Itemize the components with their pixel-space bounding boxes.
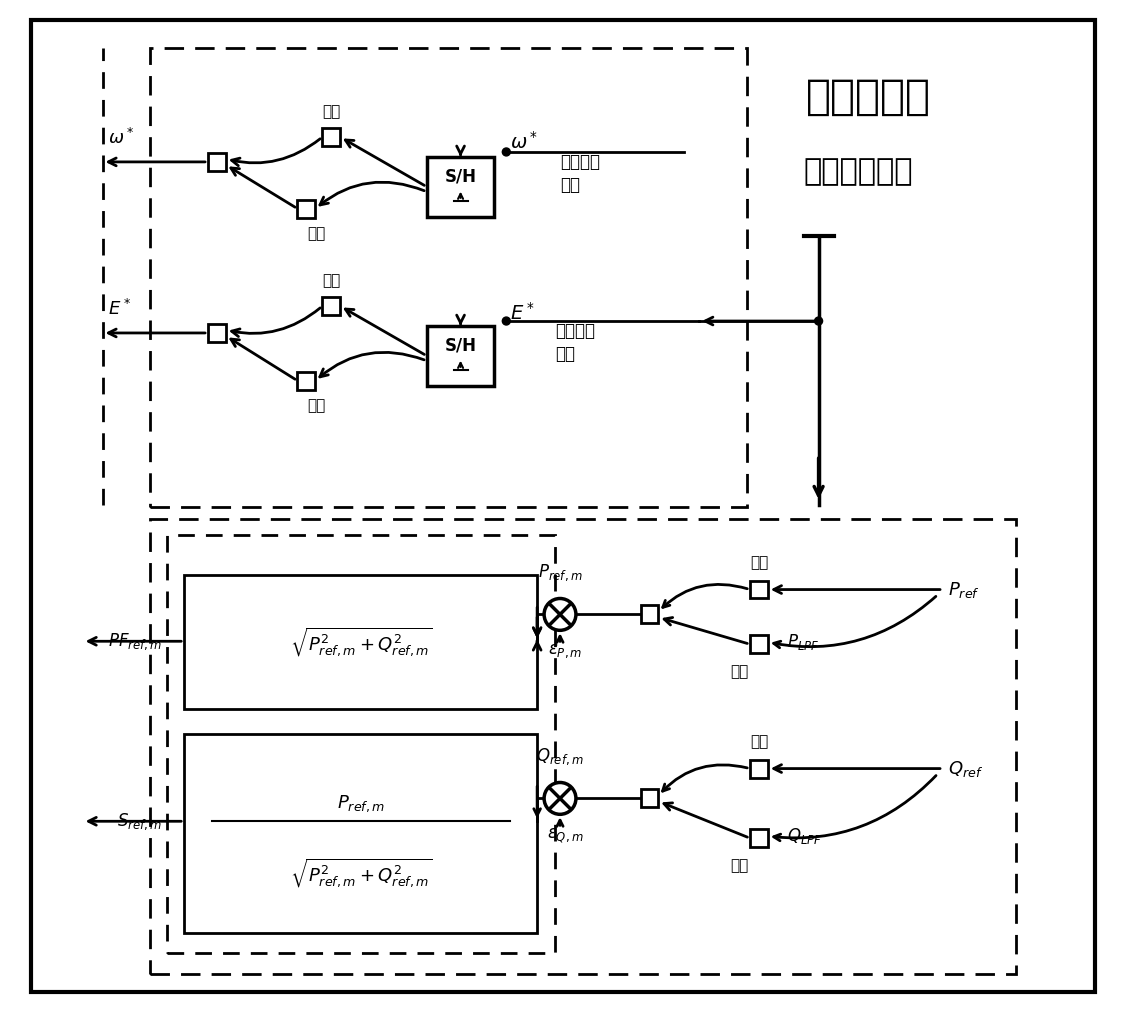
Bar xyxy=(641,790,659,807)
Text: $\sqrt{P^2_{ref,m}+Q^2_{ref,m}}$: $\sqrt{P^2_{ref,m}+Q^2_{ref,m}}$ xyxy=(289,625,432,658)
Circle shape xyxy=(502,317,510,325)
Text: $S_{ref,m}$: $S_{ref,m}$ xyxy=(117,811,162,831)
Text: $P_{LPF}$: $P_{LPF}$ xyxy=(787,632,819,653)
Bar xyxy=(208,324,226,342)
Text: S/H: S/H xyxy=(445,167,476,186)
Bar xyxy=(150,48,747,508)
Bar xyxy=(750,581,768,599)
Text: $\sqrt{P^2_{ref,m}+Q^2_{ref,m}}$: $\sqrt{P^2_{ref,m}+Q^2_{ref,m}}$ xyxy=(289,857,432,889)
Text: 中央控制器: 中央控制器 xyxy=(806,76,931,119)
Text: $\omega^*$: $\omega^*$ xyxy=(510,131,538,153)
Text: 并网: 并网 xyxy=(750,554,768,569)
Text: $Q_{LPF}$: $Q_{LPF}$ xyxy=(787,826,822,847)
Text: $P_{ref}$: $P_{ref}$ xyxy=(948,580,980,600)
Circle shape xyxy=(544,599,575,630)
Bar xyxy=(427,326,494,386)
Bar xyxy=(750,759,768,777)
Bar xyxy=(150,519,1016,974)
Text: $E^*$: $E^*$ xyxy=(510,302,535,324)
Bar xyxy=(184,574,537,708)
Text: 并网: 并网 xyxy=(322,273,340,288)
Bar xyxy=(641,606,659,623)
Bar xyxy=(322,297,340,315)
Text: 孤岛操作命令: 孤岛操作命令 xyxy=(804,157,913,187)
Bar xyxy=(750,829,768,848)
Circle shape xyxy=(814,317,823,325)
Circle shape xyxy=(544,783,575,814)
Text: $\varepsilon_{P,m}$: $\varepsilon_{P,m}$ xyxy=(547,642,582,661)
Text: 离网: 离网 xyxy=(307,226,325,242)
Text: 离网: 离网 xyxy=(307,399,325,413)
Text: 来自下垂: 来自下垂 xyxy=(555,322,595,340)
Text: $PF_{ref,m}$: $PF_{ref,m}$ xyxy=(108,631,162,652)
Text: 离网: 离网 xyxy=(730,664,748,679)
Bar xyxy=(322,128,340,146)
Text: S/H: S/H xyxy=(445,337,476,355)
Bar xyxy=(167,535,555,952)
Bar xyxy=(297,371,315,390)
Bar xyxy=(184,734,537,933)
Text: 控制: 控制 xyxy=(555,345,575,362)
Bar xyxy=(208,153,226,171)
Bar xyxy=(297,200,315,217)
Text: 并网: 并网 xyxy=(322,105,340,119)
Text: $\varepsilon_{Q,m}$: $\varepsilon_{Q,m}$ xyxy=(546,826,583,844)
Text: $P_{ref,m}$: $P_{ref,m}$ xyxy=(337,793,385,814)
Text: 控制: 控制 xyxy=(560,176,580,194)
Text: $\omega^*$: $\omega^*$ xyxy=(107,128,134,148)
Bar xyxy=(427,157,494,216)
Circle shape xyxy=(502,148,510,156)
Text: $E^*$: $E^*$ xyxy=(107,299,131,319)
Text: $Q_{ref}$: $Q_{ref}$ xyxy=(948,758,983,779)
Text: 离网: 离网 xyxy=(730,858,748,873)
Text: 并网: 并网 xyxy=(750,734,768,749)
Text: 来自下垂: 来自下垂 xyxy=(560,153,600,171)
Bar xyxy=(750,635,768,654)
Text: $P_{ref,m}$: $P_{ref,m}$ xyxy=(538,562,582,583)
Text: $Q_{ref,m}$: $Q_{ref,m}$ xyxy=(536,746,583,766)
